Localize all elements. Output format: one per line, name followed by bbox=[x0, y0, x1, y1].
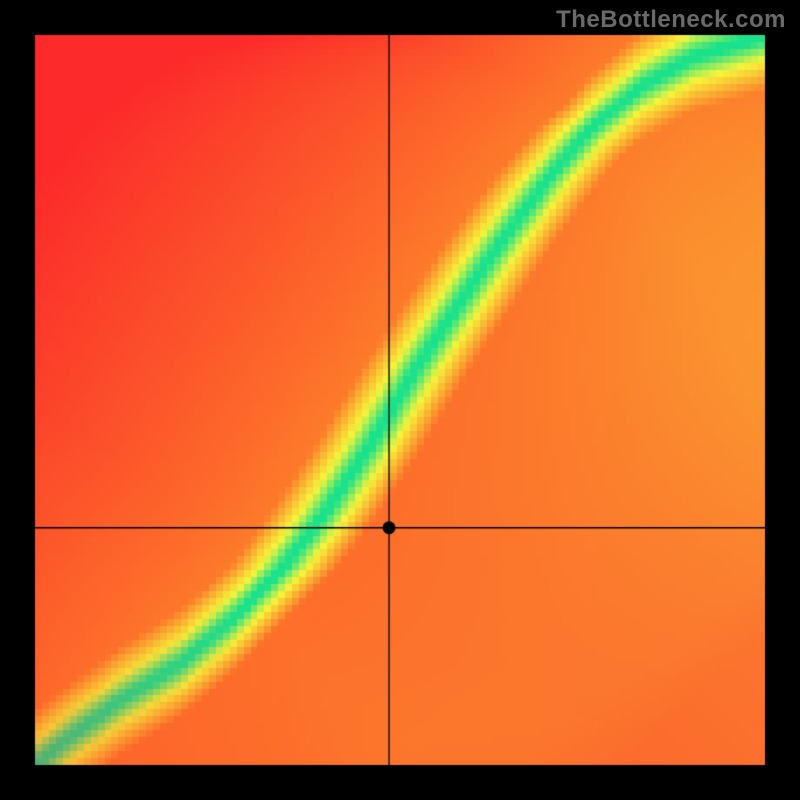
bottleneck-heatmap-canvas bbox=[0, 0, 800, 800]
chart-container: TheBottleneck.com bbox=[0, 0, 800, 800]
watermark-label: TheBottleneck.com bbox=[556, 6, 786, 34]
